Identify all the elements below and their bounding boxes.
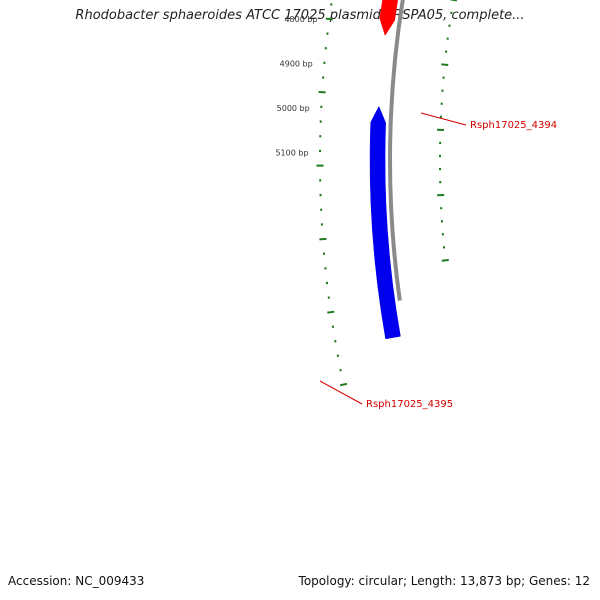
outer-tick-ring xyxy=(316,3,348,387)
callout-line xyxy=(319,380,363,405)
major-tick xyxy=(339,382,348,387)
gene-arrow-reverse-strand[interactable] xyxy=(369,106,401,340)
major-tick xyxy=(441,63,449,66)
scale-label: 4800 bp xyxy=(284,15,317,24)
major-tick xyxy=(327,310,335,314)
gene-label-rsph17025-4395[interactable]: Rsph17025_4395 xyxy=(366,399,453,410)
accession-text: Accession: NC_009433 xyxy=(8,574,145,588)
gene-arrow-rsph17025-4395[interactable] xyxy=(379,0,414,36)
major-tick xyxy=(319,237,327,241)
inner-tick-ring xyxy=(436,0,457,262)
major-tick xyxy=(441,258,449,262)
scale-label: 4900 bp xyxy=(280,59,313,68)
major-tick xyxy=(325,17,333,21)
topology-summary: Topology: circular; Length: 13,873 bp; G… xyxy=(298,574,590,588)
map-title: Rhodobacter sphaeroides ATCC 17025 plasm… xyxy=(75,8,525,23)
callout-line xyxy=(420,112,467,126)
scale-label: 5100 bp xyxy=(275,148,308,157)
scale-labels: 3900 bp4000 bp4100 bp4200 bp4300 bp4400 … xyxy=(275,15,317,157)
scale-label: 5000 bp xyxy=(277,104,310,113)
gene-callouts: Rsph17025_4394 Rsph17025_4395 xyxy=(319,112,557,410)
gene-label-rsph17025-4394[interactable]: Rsph17025_4394 xyxy=(470,120,557,131)
gene-track xyxy=(369,0,414,340)
plasmid-backbone xyxy=(388,0,405,301)
